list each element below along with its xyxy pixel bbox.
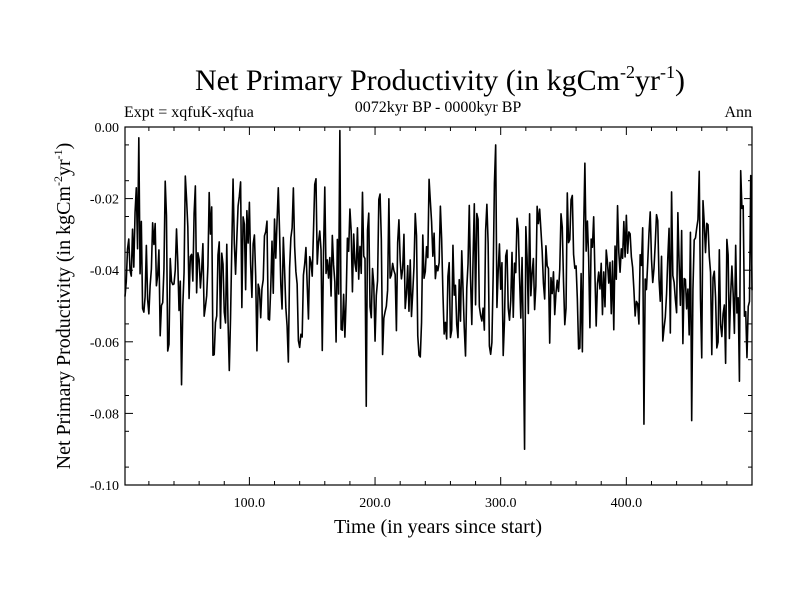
y-tick-label: -0.08 — [90, 407, 119, 422]
y-tick-label: -0.10 — [90, 479, 119, 494]
y-tick-label: -0.06 — [90, 336, 119, 351]
plot-frame — [124, 126, 753, 486]
x-tick-label: 200.0 — [359, 496, 391, 511]
season-label: Ann — [724, 104, 752, 121]
series-line-npp — [124, 129, 753, 450]
y-axis-label: Net Primary Productivity (in kgCm-2yr-1) — [51, 143, 75, 470]
y-tick-label: -0.02 — [90, 193, 119, 208]
chart-title: Net Primary Productivity (in kgCm-2yr-1) — [195, 62, 685, 97]
x-tick-label: 400.0 — [611, 496, 643, 511]
axis-ticks: 100.0 200.0 300.0 400.0 0.00 -0.02 -0.04 -0.06 -… — [90, 121, 752, 511]
experiment-label: Expt = xqfuK-xqfua — [124, 104, 254, 121]
time-range-label: 0072kyr BP - 0000kyr BP — [355, 99, 522, 116]
y-tick-label: -0.04 — [90, 264, 119, 279]
x-tick-label: 100.0 — [234, 496, 266, 511]
x-tick-label: 300.0 — [485, 496, 517, 511]
x-axis-label: Time (in years since start) — [334, 516, 542, 538]
y-tick-label: 0.00 — [95, 121, 120, 136]
